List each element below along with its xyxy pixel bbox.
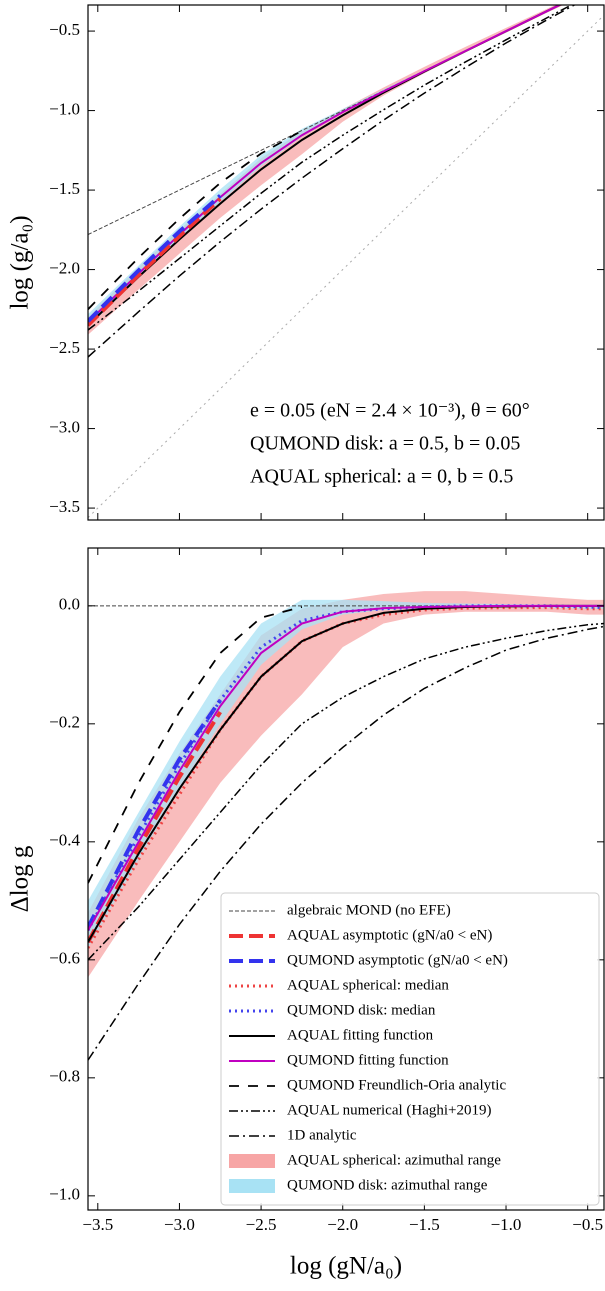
- y-tick-label: −2.5: [49, 338, 80, 357]
- y-tick-label: −1.0: [49, 99, 80, 118]
- band: [88, 591, 604, 978]
- legend-label: QUMOND asymptotic (gN/a0 < eN): [287, 952, 508, 968]
- y-axis-label: log (g/a₀): [7, 215, 34, 309]
- legend-swatch: [229, 1179, 275, 1193]
- legend-label: AQUAL asymptotic (gN/a0 < eN): [287, 927, 492, 943]
- legend-label: AQUAL spherical: azimuthal range: [287, 1152, 501, 1168]
- legend-label: 1D analytic: [287, 1127, 357, 1143]
- x-tick-label: −1.0: [491, 1215, 522, 1234]
- plot-area: [88, 591, 604, 1061]
- legend-swatch: [229, 1154, 275, 1168]
- line: [88, 14, 604, 518]
- line: [88, 710, 222, 944]
- y-tick-label: −3.0: [49, 417, 80, 436]
- legend-label: algebraic MOND (no EFE): [287, 902, 451, 918]
- line: [88, 606, 303, 884]
- line: [88, 625, 604, 1061]
- band: [88, 599, 604, 949]
- y-tick-label: −0.2: [49, 713, 80, 732]
- y-tick-label: −1.0: [49, 1185, 80, 1204]
- line: [88, 604, 604, 931]
- y-tick-label: 0.0: [59, 595, 80, 614]
- x-tick-label: −2.5: [246, 1215, 277, 1234]
- legend-label: QUMOND disk: azimuthal range: [287, 1177, 488, 1193]
- frame: [87, 547, 605, 1211]
- legend-label: QUMOND fitting function: [287, 1052, 449, 1068]
- x-tick-label: −3.5: [82, 1215, 113, 1234]
- band: [88, 5, 564, 335]
- line: [88, 5, 562, 326]
- line: [88, 129, 303, 310]
- annotation: QUMOND disk: a = 0.5, b = 0.05: [250, 433, 520, 455]
- legend-label: QUMOND disk: median: [287, 1002, 436, 1018]
- annotation: AQUAL spherical: a = 0, b = 0.5: [250, 466, 513, 488]
- legend-label: AQUAL spherical: median: [287, 977, 449, 993]
- x-tick-label: −0.5: [572, 1215, 603, 1234]
- legend-label: QUMOND Freundlich-Oria analytic: [287, 1077, 506, 1093]
- y-tick-label: −0.5: [49, 20, 80, 39]
- panel: −0.5 −1.0 −1.5 −2.0 −2.5 −3.0 −3.5 log (g/a₀) e …: [7, 4, 605, 521]
- y-tick-label: −1.5: [49, 179, 80, 198]
- panel: 0.0−0.2−0.4−0.6−0.8−1.0−3.5 −3.0 −2.5 −2.0−…: [7, 547, 605, 1280]
- annotation: e = 0.05 (eN = 2.4 × 10⁻³), θ = 60°: [250, 400, 530, 422]
- line: [88, 622, 604, 961]
- line: [88, 5, 562, 323]
- legend-box: [220, 892, 600, 1206]
- line: [88, 606, 604, 949]
- x-axis-label: log (gN/a₀): [290, 1253, 402, 1280]
- y-tick-label: −0.4: [49, 831, 80, 850]
- line: [88, 699, 222, 929]
- y-tick-label: −0.6: [49, 949, 80, 968]
- x-tick-label: −3.0: [164, 1215, 195, 1234]
- x-tick-label: −1.5: [409, 1215, 440, 1234]
- plot-area: [88, 5, 604, 518]
- y-tick-label: −2.0: [49, 258, 80, 277]
- line: [88, 5, 573, 331]
- legend-label: AQUAL fitting function: [287, 1027, 434, 1043]
- frame: [87, 4, 605, 521]
- band: [88, 5, 561, 327]
- y-axis-label: Δlog g: [7, 845, 34, 912]
- line: [88, 5, 576, 358]
- x-tick-label: −2.0: [327, 1215, 358, 1234]
- y-tick-label: −0.8: [49, 1067, 80, 1086]
- y-tick-label: −3.5: [49, 497, 80, 516]
- legend-label: AQUAL numerical (Haghi+2019): [287, 1102, 492, 1118]
